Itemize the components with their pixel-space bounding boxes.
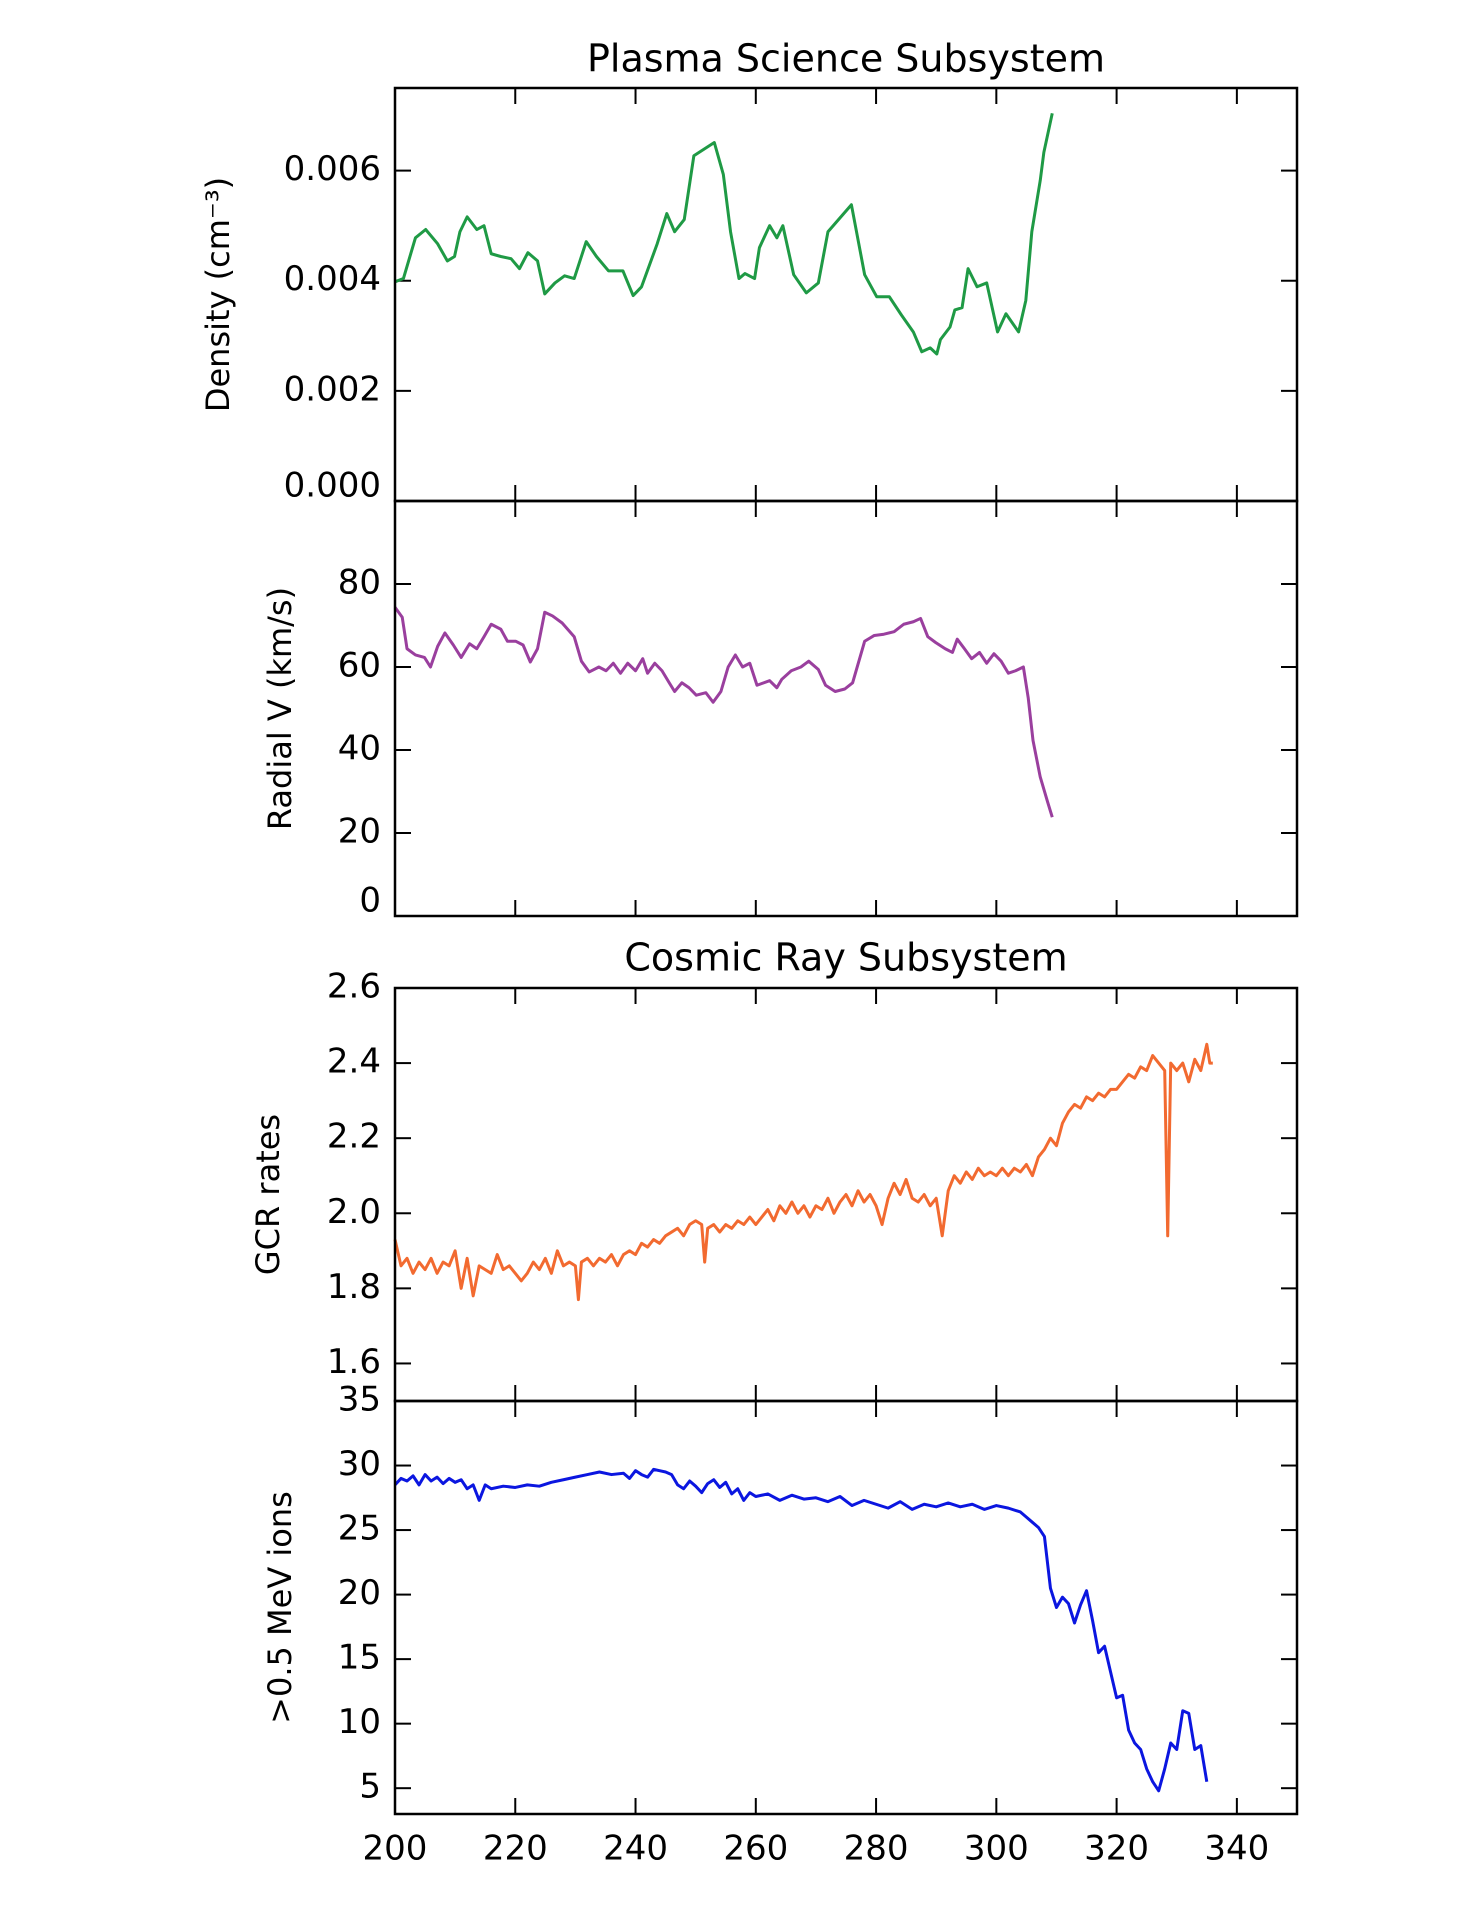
y-tick-label: 0 xyxy=(359,881,381,921)
plot-frame xyxy=(393,1399,1299,1816)
y-axis-label: GCR rates xyxy=(249,1114,287,1275)
y-tick-label: 10 xyxy=(338,1702,381,1742)
y-tick-label: 2.2 xyxy=(327,1117,381,1157)
x-tick-label: 300 xyxy=(964,1829,1029,1869)
y-tick-label: 35 xyxy=(338,1380,381,1420)
y-tick-label: 5 xyxy=(359,1767,381,1807)
y-tick-label: 25 xyxy=(338,1509,381,1549)
x-tick-label: 220 xyxy=(483,1829,548,1869)
y-tick-label: 0.000 xyxy=(284,466,381,506)
y-axis-label: >0.5 MeV ions xyxy=(261,1491,299,1724)
y-axis-label: Density (cm⁻³) xyxy=(199,177,237,412)
y-tick-label: 1.8 xyxy=(327,1267,381,1307)
y-tick-label: 15 xyxy=(338,1638,381,1678)
y-tick-label: 2.0 xyxy=(327,1192,381,1232)
y-tick-label: 20 xyxy=(338,812,381,852)
chart-title: Cosmic Ray Subsystem xyxy=(624,936,1067,980)
y-tick-label: 1.6 xyxy=(327,1342,381,1382)
y-tick-label: 20 xyxy=(338,1573,381,1613)
y-tick-label: 0.002 xyxy=(284,369,381,409)
y-tick-label: 40 xyxy=(338,729,381,769)
data-line xyxy=(393,606,1054,818)
y-tick-label: 2.4 xyxy=(327,1042,381,1082)
x-tick-label: 240 xyxy=(603,1829,668,1869)
data-line xyxy=(393,1042,1213,1302)
x-tick-label: 200 xyxy=(363,1829,428,1869)
y-axis-label: Radial V (km/s) xyxy=(261,587,299,830)
y-tick-label: 30 xyxy=(338,1444,381,1484)
y-tick-label: 60 xyxy=(338,646,381,686)
data-line xyxy=(394,113,1054,356)
y-tick-label: 0.004 xyxy=(284,259,381,299)
y-tick-label: 80 xyxy=(338,563,381,603)
x-tick-label: 320 xyxy=(1084,1829,1149,1869)
plot-frame xyxy=(393,86,1299,503)
y-tick-label: 2.6 xyxy=(327,967,381,1007)
x-tick-label: 260 xyxy=(723,1829,788,1869)
y-tick-label: 0.006 xyxy=(284,149,381,189)
x-tick-label: 340 xyxy=(1204,1829,1269,1869)
data-line xyxy=(393,1467,1209,1793)
chart-title: Plasma Science Subsystem xyxy=(587,37,1105,81)
x-tick-label: 280 xyxy=(844,1829,909,1869)
plot-frame xyxy=(393,499,1299,918)
